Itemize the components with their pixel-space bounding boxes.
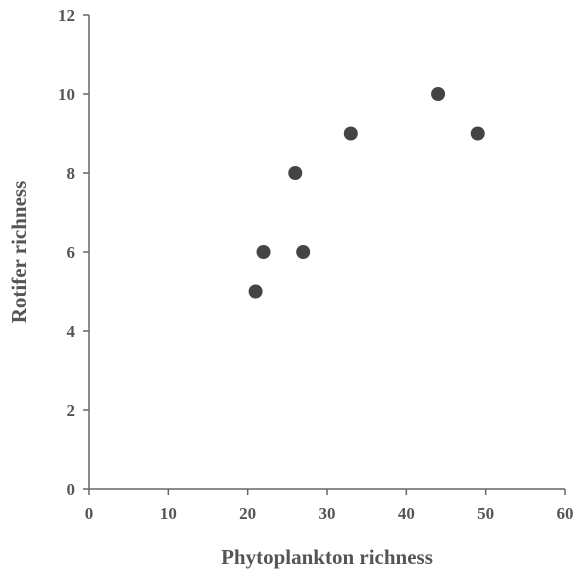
x-tick-label: 30	[319, 504, 336, 523]
x-tick-label: 40	[398, 504, 415, 523]
y-tick-label: 12	[58, 6, 75, 25]
x-tick-label: 20	[239, 504, 256, 523]
point	[470, 126, 485, 141]
y-tick-label: 10	[58, 85, 75, 104]
point	[248, 284, 263, 299]
point	[256, 245, 271, 259]
y-tick-label: 2	[67, 401, 76, 420]
x-tick-label: 60	[557, 504, 574, 523]
y-tick-label: 6	[67, 243, 76, 262]
y-tick-label: 8	[67, 164, 76, 183]
y-tick-label: 4	[67, 322, 76, 341]
x-tick-label: 0	[85, 504, 94, 523]
y-axis-title: Rotifer richness	[7, 181, 31, 324]
x-axis-title: Phytoplankton richness	[221, 545, 433, 569]
point	[296, 245, 311, 259]
y-tick-label: 0	[67, 480, 76, 499]
point	[288, 166, 303, 180]
x-tick-label: 50	[477, 504, 494, 523]
point	[431, 87, 446, 101]
point	[343, 126, 358, 141]
x-tick-label: 10	[160, 504, 177, 523]
